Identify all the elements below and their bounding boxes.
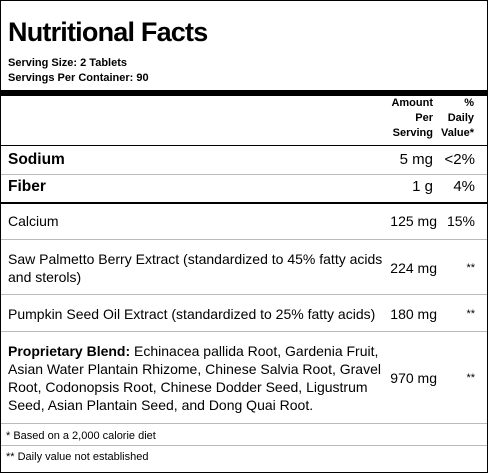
nutrient-dv-proprietary-blend: ** bbox=[466, 372, 475, 384]
nutrient-name-calcium: Calcium bbox=[8, 213, 59, 229]
nutrient-dv-fiber: 4% bbox=[453, 178, 475, 195]
footnote-not-established: ** Daily value not established bbox=[6, 451, 149, 463]
footnote-daily-value: * Based on a 2,000 calorie diet bbox=[6, 430, 156, 442]
nutrient-amount-fiber: 1 g bbox=[412, 178, 433, 195]
nutrient-amount-calcium: 125 mg bbox=[390, 213, 437, 229]
header-divider bbox=[1, 145, 487, 146]
nutrient-dv-pumpkin-seed: ** bbox=[466, 308, 475, 320]
nutrient-name-saw-palmetto: Saw Palmetto Berry Extract (standardized… bbox=[8, 251, 383, 285]
serving-size: Serving Size: 2 Tablets bbox=[8, 57, 128, 69]
row-divider bbox=[1, 239, 487, 240]
nutrient-amount-sodium: 5 mg bbox=[399, 151, 433, 168]
nutrient-amount-saw-palmetto: 224 mg bbox=[390, 260, 437, 276]
row-divider bbox=[1, 331, 487, 332]
servings-per-container: Servings Per Container: 90 bbox=[8, 72, 149, 84]
nutrient-amount-proprietary-blend: 970 mg bbox=[390, 370, 437, 386]
nutrient-dv-saw-palmetto: ** bbox=[466, 262, 475, 274]
panel-title: Nutritional Facts bbox=[8, 17, 208, 47]
daily-value-header: % Daily Value* bbox=[440, 97, 474, 139]
section-divider bbox=[1, 202, 487, 204]
nutrient-dv-sodium: <2% bbox=[444, 151, 475, 168]
row-divider bbox=[1, 445, 487, 446]
amount-per-serving-header: Amount Per Serving bbox=[391, 97, 433, 139]
nutrient-name-sodium: Sodium bbox=[8, 151, 65, 168]
row-divider bbox=[1, 423, 487, 424]
proprietary-blend-label: Proprietary Blend: bbox=[8, 343, 131, 359]
row-divider bbox=[1, 294, 487, 295]
nutrient-amount-pumpkin-seed: 180 mg bbox=[390, 306, 437, 322]
row-divider bbox=[1, 174, 487, 175]
nutrient-name-fiber: Fiber bbox=[8, 178, 46, 195]
proprietary-blend-description: Proprietary Blend: Echinacea pallida Roo… bbox=[8, 343, 381, 413]
nutrient-dv-calcium: 15% bbox=[446, 213, 475, 229]
thick-divider bbox=[1, 90, 487, 96]
nutrient-name-pumpkin-seed: Pumpkin Seed Oil Extract (standardized t… bbox=[8, 306, 376, 322]
